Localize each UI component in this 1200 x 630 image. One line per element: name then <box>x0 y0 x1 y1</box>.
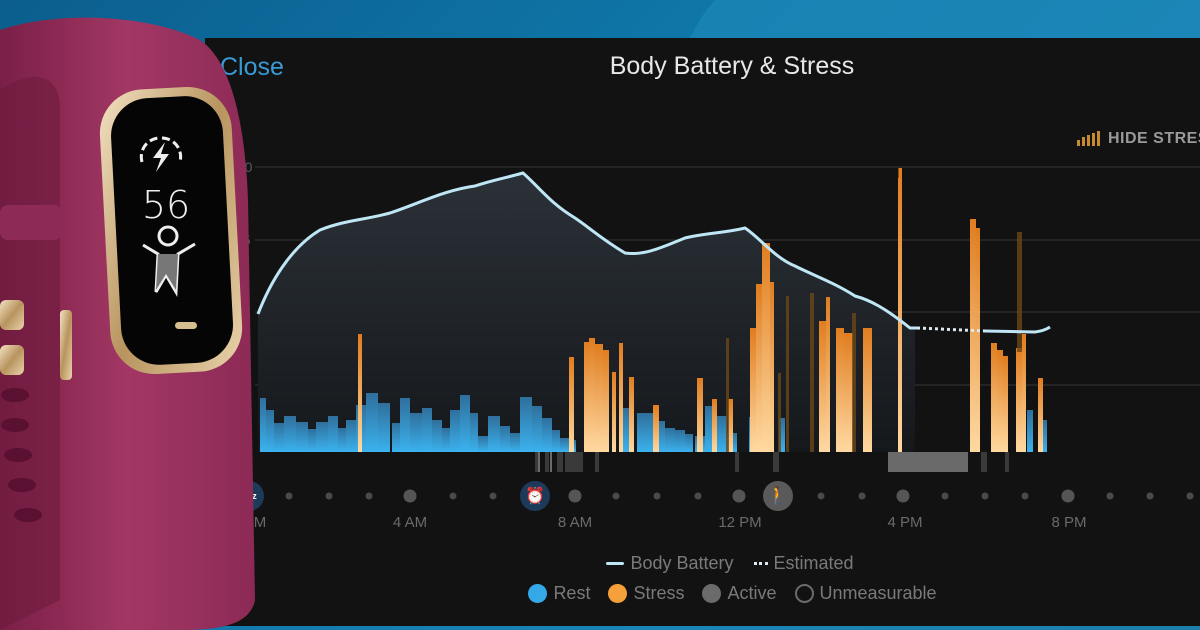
estimated-line <box>916 326 986 333</box>
body-battery-line <box>256 171 917 330</box>
timeline-dot <box>858 492 866 500</box>
timeline-dot <box>1021 492 1029 500</box>
home-button-indicator <box>175 322 197 329</box>
rest-dot-icon <box>528 584 548 603</box>
timeline-dot <box>612 492 620 500</box>
timeline-dot <box>365 492 373 500</box>
hide-stress-label: HIDE STRESS <box>1108 130 1200 147</box>
rest-bars <box>260 393 1047 452</box>
watch-value: 56 <box>142 183 190 227</box>
legend-lines: Body Battery Estimated <box>205 553 1200 574</box>
vivosmart-watch-image: 56 <box>0 17 255 630</box>
timeline-dot <box>981 492 989 500</box>
legend-body-battery: Body Battery <box>606 553 734 574</box>
legend-unmeasurable: Unmeasurable <box>794 583 937 604</box>
x-tick-8pm: 8 PM <box>1051 514 1087 531</box>
estimated-line-end <box>984 325 1051 334</box>
timeline-dot <box>1186 492 1194 500</box>
timeline-dot <box>941 492 949 500</box>
dotted-line-swatch-icon <box>753 562 768 565</box>
legend-categories: Rest Stress Active Unmeasurable <box>205 583 1200 604</box>
battery-ring-icon <box>139 136 183 163</box>
close-button[interactable]: Close <box>220 53 284 81</box>
timeline-dot <box>896 489 910 503</box>
timeline-dot <box>449 492 457 500</box>
line-swatch-icon <box>606 562 625 565</box>
lightning-icon <box>153 142 169 172</box>
legend-active: Active <box>702 583 777 604</box>
stress-dot-icon <box>608 584 628 603</box>
timeline-dot <box>568 489 582 503</box>
active-strip <box>538 452 968 472</box>
timeline-dot <box>285 492 293 500</box>
x-tick-12pm: 12 PM <box>718 514 762 531</box>
body-battery-stress-chart <box>255 166 1200 472</box>
alarm-clock-icon[interactable]: ⏰ <box>520 481 550 511</box>
legend-estimated: Estimated <box>753 553 854 574</box>
x-tick-8am: 8 AM <box>557 514 593 531</box>
timeline-dot <box>325 492 333 500</box>
stress-bars <box>358 168 1043 452</box>
timeline-dot <box>1146 492 1154 500</box>
legend-stress: Stress <box>608 583 684 604</box>
timeline-dot <box>653 492 661 500</box>
walking-icon[interactable]: 🚶 <box>763 481 793 511</box>
stress-tails <box>726 168 1022 452</box>
timeline-dot <box>1061 489 1075 503</box>
unmeasurable-dot-icon <box>794 584 814 603</box>
timeline-dot <box>694 492 702 500</box>
timeline-dot <box>732 489 746 503</box>
hide-stress-button[interactable]: HIDE STRESS <box>1077 130 1200 148</box>
timeline-dot <box>1106 492 1114 500</box>
timeline-dot <box>489 492 497 500</box>
legend-rest: Rest <box>528 583 590 604</box>
timeline-dot <box>817 492 825 500</box>
x-tick-4am: 4 AM <box>392 514 428 531</box>
active-dot-icon <box>702 584 722 603</box>
timeline-dot <box>403 489 417 503</box>
page-title: Body Battery & Stress <box>609 52 855 80</box>
body-battery-panel: Close Body Battery & Stress HIDE STRESS … <box>205 38 1200 626</box>
stress-bars-icon <box>1077 131 1100 146</box>
x-tick-4pm: 4 PM <box>887 514 923 531</box>
